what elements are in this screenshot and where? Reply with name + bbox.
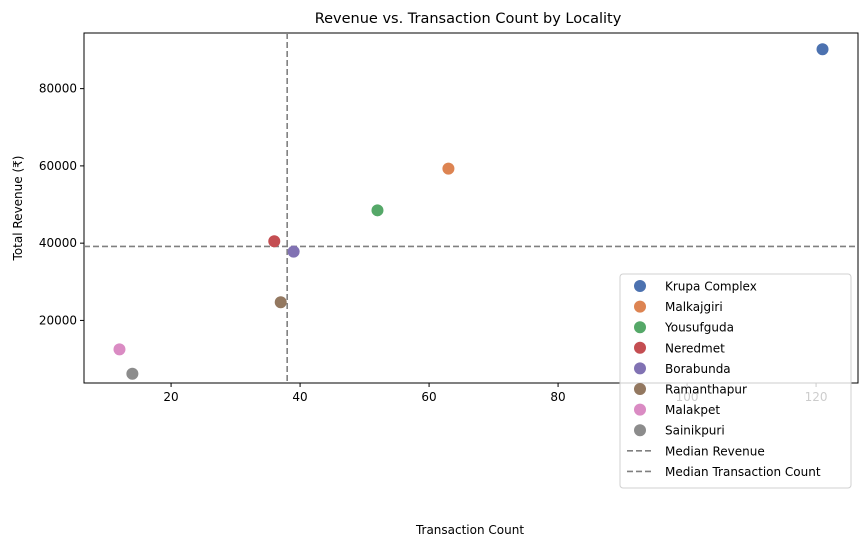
y-tick-label: 60000 <box>39 159 77 173</box>
legend-marker-yousufguda <box>634 321 646 334</box>
legend-marker-neredmet <box>634 341 646 354</box>
legend-label-krupa-complex: Krupa Complex <box>665 280 757 294</box>
legend-label-yousufguda: Yousufguda <box>664 321 734 335</box>
point-borabunda <box>287 245 300 258</box>
x-tick-label: 80 <box>550 390 565 404</box>
point-sainikpuri <box>126 367 139 380</box>
y-axis-label: Total Revenue (₹) <box>11 156 25 262</box>
point-malakpet <box>113 343 126 356</box>
legend-label-malakpet: Malakpet <box>665 403 720 417</box>
legend-label-median-revenue: Median Revenue <box>665 444 765 458</box>
legend-label-sainikpuri: Sainikpuri <box>665 424 725 438</box>
legend: Krupa Complex Malkajgiri Yousufguda Neredme… <box>619 273 852 489</box>
legend-label-ramanthapur: Ramanthapur <box>665 383 747 397</box>
legend-marker-ramanthapur <box>634 383 646 395</box>
x-axis-label: Transaction Count <box>415 523 524 537</box>
x-tick-label: 40 <box>292 390 307 404</box>
y-tick-label: 80000 <box>39 82 77 96</box>
point-ramanthapur <box>274 296 287 309</box>
legend-marker-malakpet <box>634 403 646 416</box>
legend-label-malkajgiri: Malkajgiri <box>665 300 723 314</box>
point-malkajgiri <box>442 162 455 175</box>
point-krupa-complex <box>816 43 829 56</box>
point-neredmet <box>268 235 281 248</box>
legend-label-median-transaction-count: Median Transaction Count <box>665 465 821 479</box>
legend-marker-krupa-complex <box>634 280 646 292</box>
point-yousufguda <box>371 204 384 217</box>
legend-marker-borabunda <box>634 362 646 375</box>
y-tick-label: 20000 <box>39 313 77 327</box>
legend-label-neredmet: Neredmet <box>665 341 725 355</box>
legend-marker-malkajgiri <box>634 300 646 313</box>
x-tick-label: 60 <box>421 390 436 404</box>
plot-frame <box>83 32 859 384</box>
y-tick-label: 40000 <box>39 236 77 250</box>
chart-title: Revenue vs. Transaction Count by Localit… <box>315 11 622 27</box>
x-tick-label: 20 <box>163 390 178 404</box>
legend-marker-sainikpuri <box>634 424 646 437</box>
legend-label-borabunda: Borabunda <box>665 362 731 376</box>
legend-box <box>619 273 852 489</box>
